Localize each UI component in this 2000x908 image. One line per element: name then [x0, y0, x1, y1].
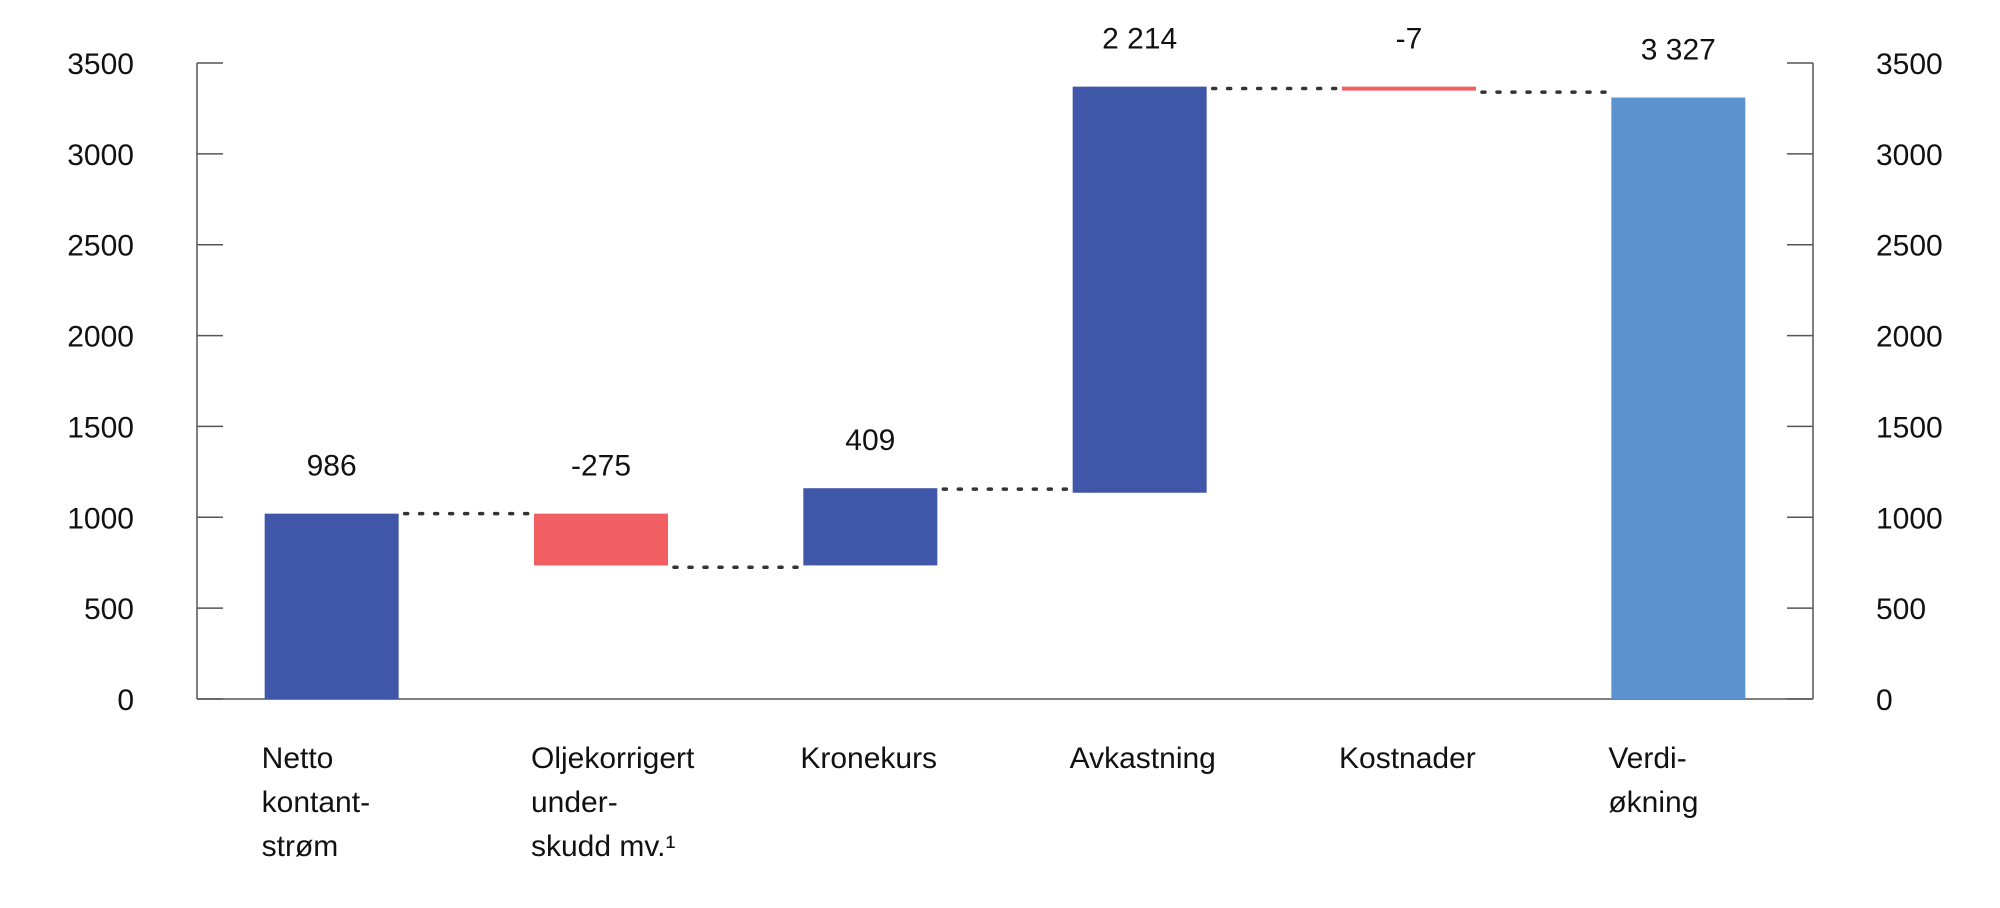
right-y-tick-label: 1000 [1876, 502, 1943, 535]
waterfall-bar [1342, 86, 1476, 91]
category-label-line: Oljekorrigert [531, 742, 695, 775]
waterfall-bar [1072, 86, 1207, 493]
category-label: Avkastning [1070, 742, 1216, 775]
left-y-tick-label: 1000 [67, 502, 134, 535]
waterfall-bar [1611, 97, 1746, 700]
category-label-line: kontant- [262, 786, 370, 819]
data-label: 409 [845, 424, 895, 457]
data-label: -275 [571, 450, 631, 483]
category-label: Kostnader [1339, 742, 1476, 775]
category-label: Oljekorrigert under-skudd mv.¹ [531, 742, 695, 863]
right-y-tick-label: 500 [1876, 593, 1926, 626]
right-y-tick-label: 0 [1876, 684, 1893, 717]
category-label-line: Verdi- [1608, 742, 1686, 775]
left-y-tick-label: 1500 [67, 411, 134, 444]
left-y-tick-label: 3500 [67, 48, 134, 81]
category-label: Netto kontant-strøm [262, 742, 370, 863]
right-y-tick-label: 2000 [1876, 321, 1943, 354]
left-y-tick-label: 2000 [67, 321, 134, 354]
category-label-line: Kostnader [1339, 742, 1476, 775]
category-label: Kronekurs [800, 742, 937, 775]
category-label-line: Avkastning [1070, 742, 1216, 775]
category-label-line: Kronekurs [800, 742, 937, 775]
category-label: Verdi-økning [1608, 742, 1698, 819]
category-label-line: økning [1608, 786, 1698, 819]
left-y-tick-label: 2500 [67, 230, 134, 263]
right-y-tick-label: 2500 [1876, 230, 1943, 263]
left-y-tick-label: 500 [84, 593, 134, 626]
waterfall-bar [264, 513, 399, 699]
waterfall-bar [803, 488, 938, 566]
category-label-line: Netto [262, 742, 334, 775]
category-label-line: under- [531, 786, 618, 819]
right-y-tick-label: 1500 [1876, 411, 1943, 444]
right-y-tick-label: 3500 [1876, 48, 1943, 81]
left-y-tick-label: 3000 [67, 139, 134, 172]
category-label-line: skudd mv.¹ [531, 830, 675, 863]
data-label: 2 214 [1102, 23, 1177, 56]
waterfall-bar [534, 513, 668, 566]
left-y-tick-label: 0 [117, 684, 134, 717]
category-label-line: strøm [262, 830, 339, 863]
right-y-tick-label: 3000 [1876, 139, 1943, 172]
data-label: -7 [1396, 23, 1423, 56]
data-label: 986 [307, 450, 357, 483]
data-label: 3 327 [1641, 34, 1716, 67]
